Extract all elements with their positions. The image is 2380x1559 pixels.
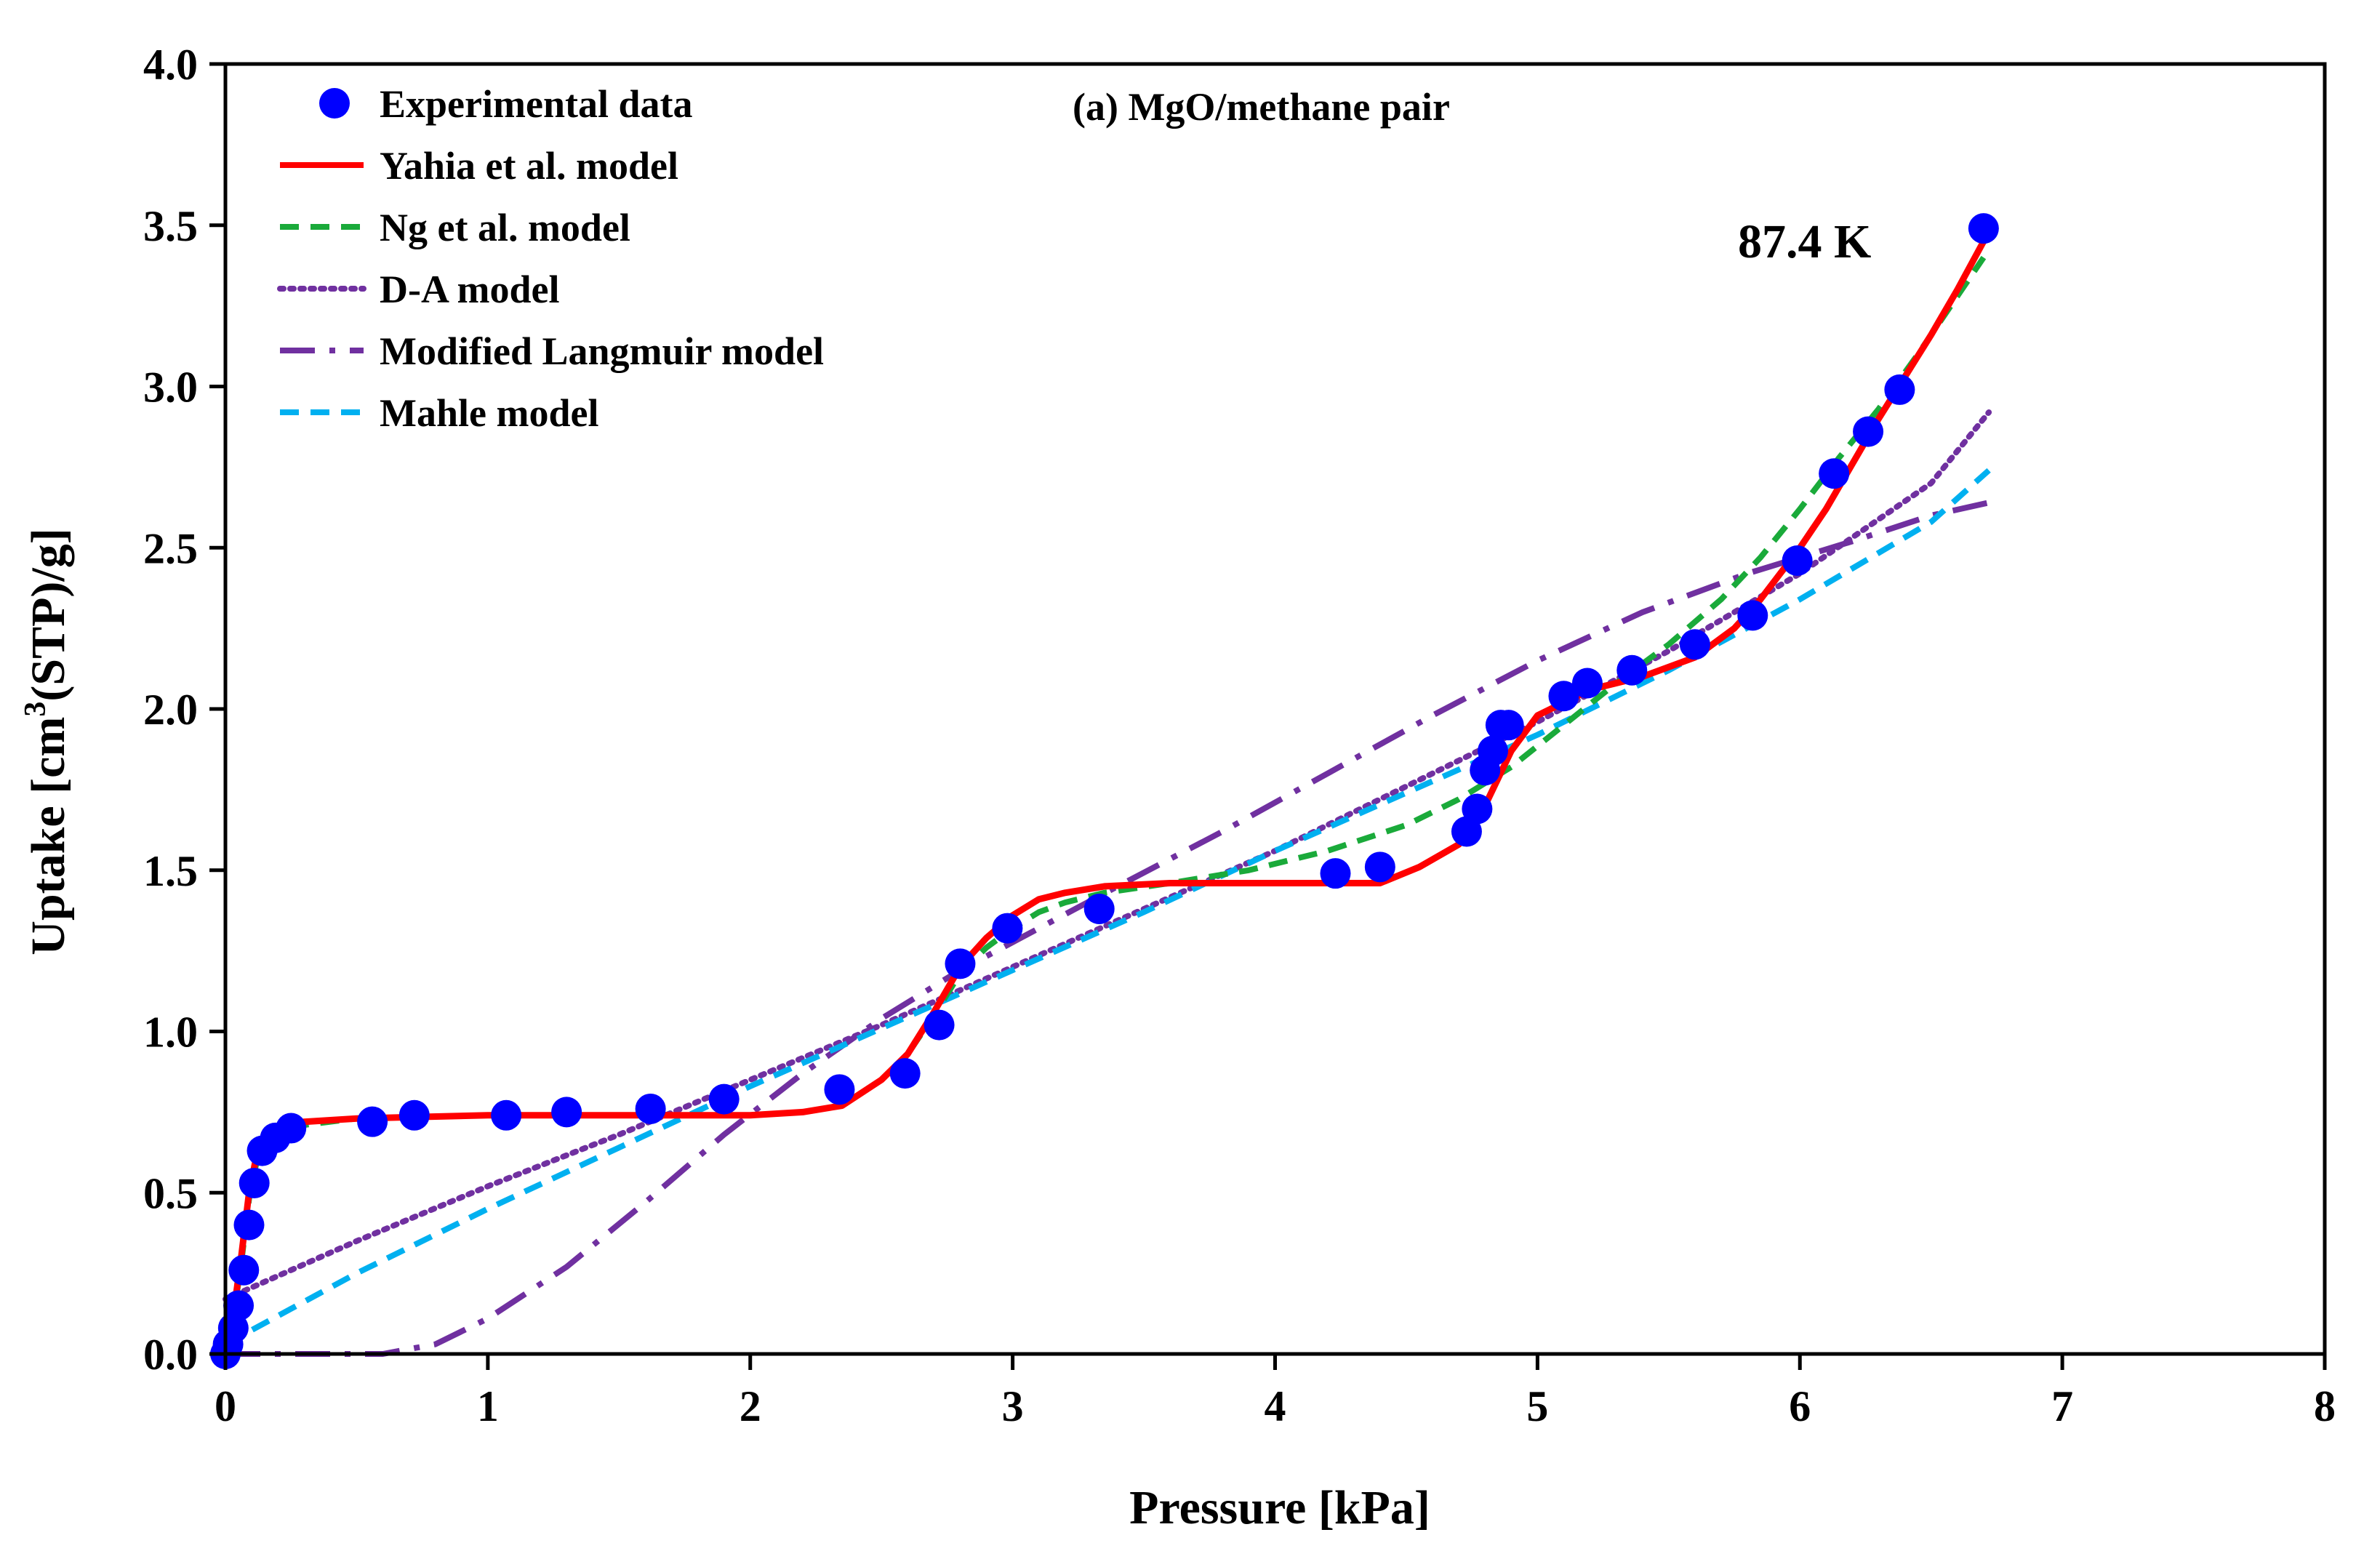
legend-item: Experimental data [319,82,692,126]
data-point [945,948,976,979]
data-point [1853,416,1884,447]
y-axis-title-part: Uptake [cm [22,717,75,955]
legend-item: Mahle model [280,391,598,435]
data-point [223,1290,255,1321]
legend-item: Yahia et al. model [280,144,678,188]
series-line-d-a-model [223,409,1992,1302]
data-point [1679,629,1710,660]
y-tick-label: 1.0 [143,1009,198,1057]
marker-layer [210,213,1999,1369]
x-tick-label: 3 [1002,1382,1024,1430]
chart-title: (a) MgO/methane pair [1073,85,1450,129]
y-tick-label: 1.5 [143,847,198,895]
data-point [1571,668,1603,699]
x-tick-label: 1 [477,1382,499,1430]
data-point [551,1097,582,1128]
legend-item: D-A model [277,268,559,311]
legend-swatch-marker [319,88,350,119]
data-point [889,1058,921,1089]
legend: Experimental data Yahia et al. model Ng et… [277,82,824,435]
y-tick-label: 4.0 [143,41,198,89]
legend-label: Ng et al. model [380,206,630,249]
data-point [1462,793,1493,825]
data-point [923,1009,955,1041]
data-point [491,1099,522,1131]
data-point [1493,710,1524,741]
data-point [233,1209,265,1241]
data-point [239,1167,270,1198]
y-tick-label: 3.0 [143,364,198,412]
y-tick-label: 0.0 [143,1331,198,1379]
y-tick-label: 2.0 [143,686,198,734]
data-point [1616,654,1648,686]
data-point [1083,893,1115,924]
data-point [1548,681,1579,712]
legend-label: D-A model [380,268,559,311]
y-tick-label: 3.5 [143,202,198,250]
data-point [992,913,1023,944]
data-point [398,1099,430,1131]
data-point [1968,213,1999,244]
legend-item: Modified Langmuir model [280,329,824,373]
x-tick-label: 4 [1265,1382,1286,1430]
y-axis-title-part: (STP)/g] [22,528,75,701]
data-point [1884,374,1915,405]
x-tick-label: 7 [2051,1382,2073,1430]
data-point [357,1106,388,1137]
x-tick-label: 6 [1789,1382,1811,1430]
y-axis-title-superscript: 3 [19,702,52,717]
series-line-modified-langmuir-model [225,500,1990,1357]
data-point [1320,858,1351,889]
legend-label: Mahle model [380,391,598,435]
data-point [1364,851,1395,883]
x-tick-label: 8 [2314,1382,2336,1430]
x-axis-title: Pressure [kPa] [1129,1481,1430,1534]
data-point [1478,735,1509,766]
data-point [1819,458,1850,489]
data-point [708,1083,740,1115]
data-point [276,1113,307,1144]
y-tick-label: 0.5 [143,1169,198,1217]
data-point [228,1254,260,1286]
data-point [824,1074,855,1105]
x-tick-label: 2 [740,1382,761,1430]
data-point [1782,545,1813,576]
legend-label: Experimental data [380,82,692,126]
x-tick-label: 5 [1526,1382,1548,1430]
temperature-annotation: 87.4 K [1738,215,1871,268]
legend-label: Modified Langmuir model [380,329,824,373]
data-point [1737,600,1768,631]
data-point [635,1093,666,1124]
legend-item: Ng et al. model [280,206,630,249]
tick-layer: 0 1 2 3 4 5 6 7 8 0.0 0.5 1.0 1.5 2.0 2.5 3.0 3.5 4.0 [143,41,2336,1430]
x-tick-label: 0 [215,1382,236,1430]
y-axis-title: Uptake [cm3(STP)/g] [19,528,75,955]
series-line-mahle-model [224,468,1991,1347]
legend-label: Yahia et al. model [380,144,678,188]
y-tick-label: 2.5 [143,524,198,572]
